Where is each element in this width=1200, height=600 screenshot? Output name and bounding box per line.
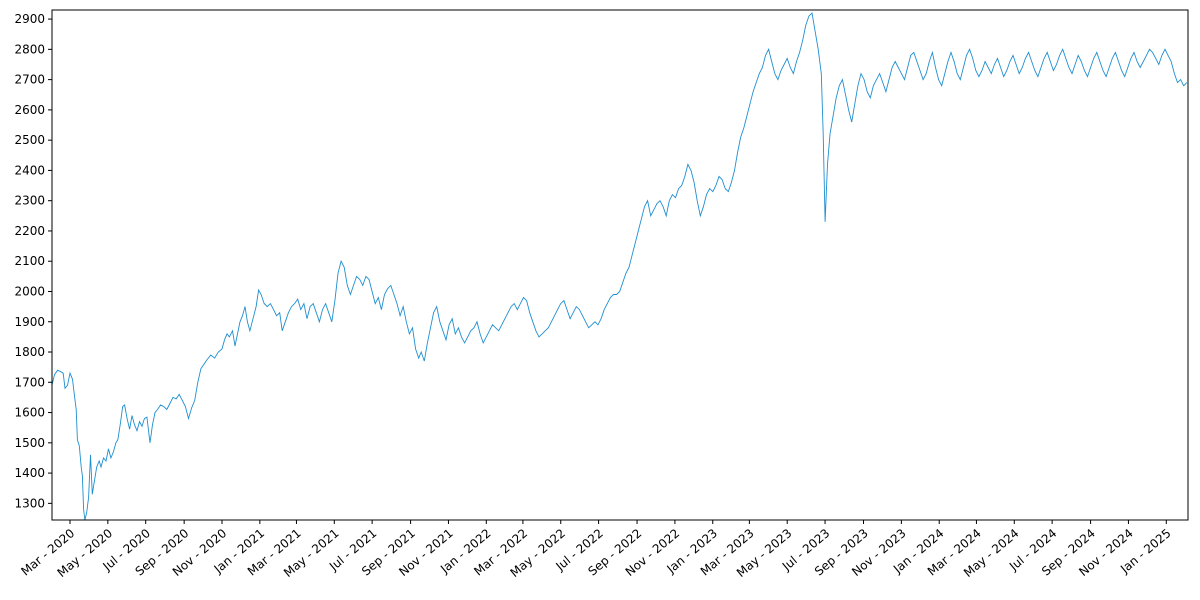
plot-frame — [51, 9, 1189, 521]
y-tick-label: 2700 — [14, 73, 45, 87]
series-line — [51, 12, 1188, 521]
y-tick-label: 1500 — [14, 436, 45, 450]
y-tick-label: 2800 — [14, 42, 45, 56]
y-tick-label: 1300 — [14, 496, 45, 510]
y-tick-label: 1700 — [14, 375, 45, 389]
y-tick-label: 2100 — [14, 254, 45, 268]
y-tick-label: 2400 — [14, 163, 45, 177]
y-tick-label: 1600 — [14, 406, 45, 420]
y-tick-label: 1900 — [14, 315, 45, 329]
y-tick-label: 2300 — [14, 194, 45, 208]
y-tick-label: 1800 — [14, 345, 45, 359]
y-tick-label: 2600 — [14, 103, 45, 117]
y-tick-label: 2000 — [14, 284, 45, 298]
y-tick-label: 2500 — [14, 133, 45, 147]
y-tick-label: 1400 — [14, 466, 45, 480]
y-axis: 1300 1400 1500 1600 1700 1800 1900 2000 2100 2200… — [14, 12, 52, 510]
y-tick-label: 2200 — [14, 224, 45, 238]
y-tick-label: 2900 — [14, 12, 45, 26]
